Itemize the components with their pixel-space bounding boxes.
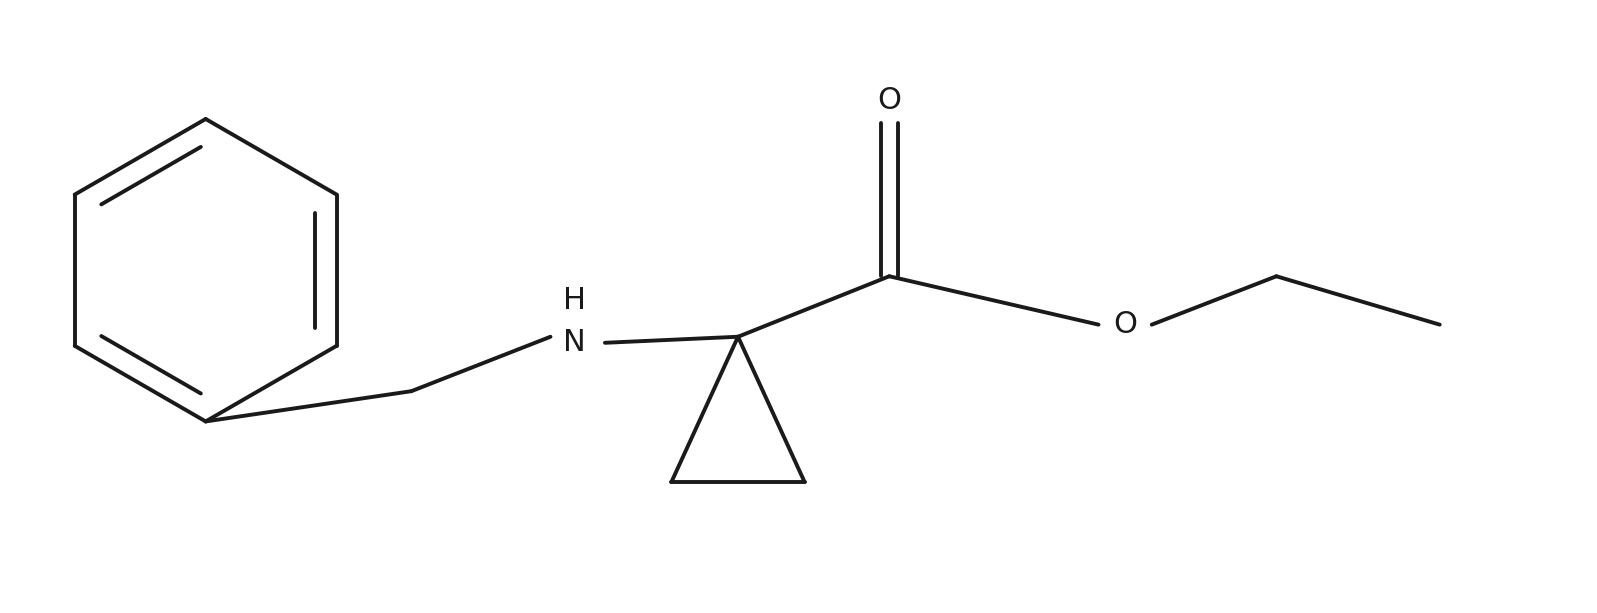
Text: O: O: [877, 86, 901, 115]
Text: N: N: [564, 329, 586, 357]
Text: O: O: [1113, 310, 1137, 339]
Text: H: H: [564, 286, 586, 315]
